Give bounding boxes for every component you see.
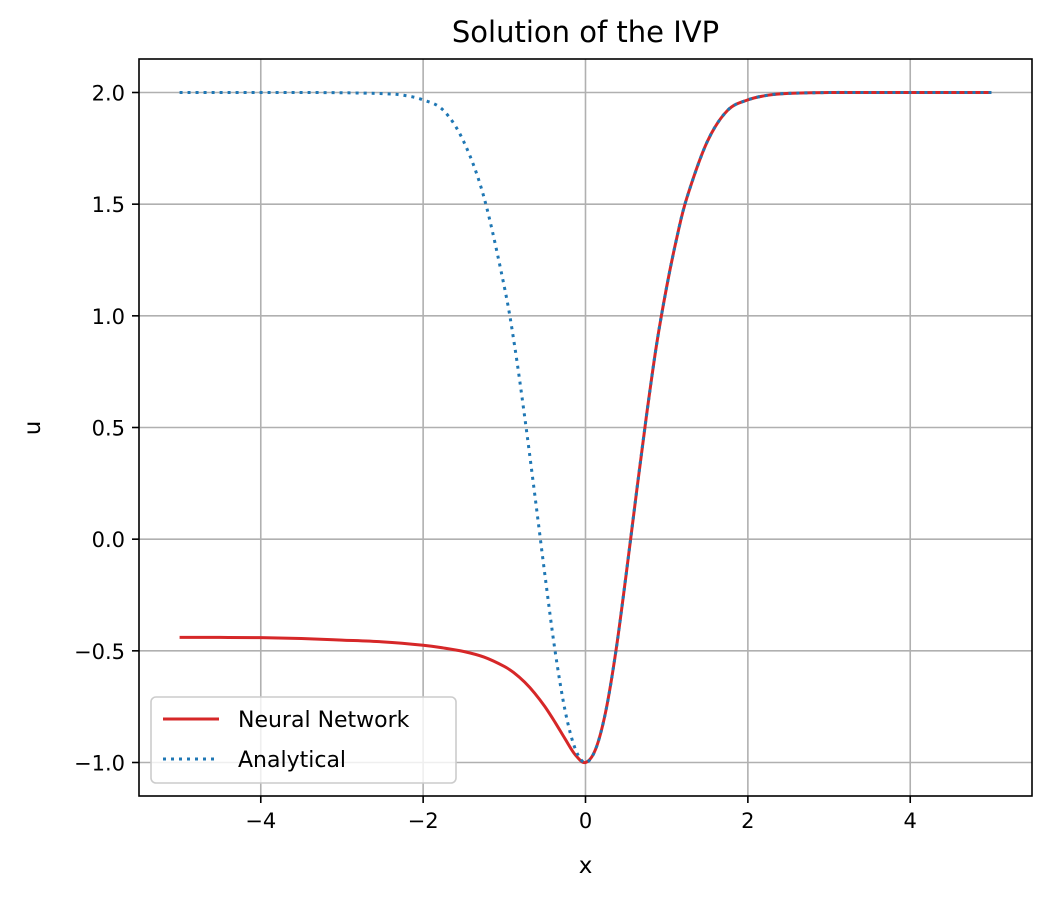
series-line-analytical [179,90,992,765]
grid-lines [139,59,1032,796]
legend-label-analytical: Analytical [238,748,346,773]
legend: Neural Network Analytical [150,696,457,784]
x-tick-label: 0 [579,809,592,833]
y-tick-label: 0.0 [92,528,125,552]
y-tick-label: 1.5 [92,193,125,217]
legend-box [150,696,457,784]
plot-series [179,90,992,765]
x-tick-label: −2 [408,809,439,833]
x-tick-label: −4 [245,809,276,833]
y-tick-label: 1.0 [92,305,125,329]
y-tick-label: −0.5 [74,640,125,664]
y-axis-label: u [20,421,46,436]
y-tick-label: 2.0 [92,82,125,106]
axis-ticks: −4 −2 0 2 4 −1.0 −0.5 0.0 0.5 1.0 1.5 2.0 [74,82,917,834]
x-tick-label: 2 [741,809,754,833]
x-tick-label: 4 [904,809,917,833]
y-tick-label: −1.0 [74,752,125,776]
y-tick-label: 0.5 [92,417,125,441]
chart-title: Solution of the IVP [452,15,719,49]
x-axis-label: x [579,853,593,879]
legend-label-neural-network: Neural Network [238,708,410,733]
series-line-neural-network [179,90,992,765]
